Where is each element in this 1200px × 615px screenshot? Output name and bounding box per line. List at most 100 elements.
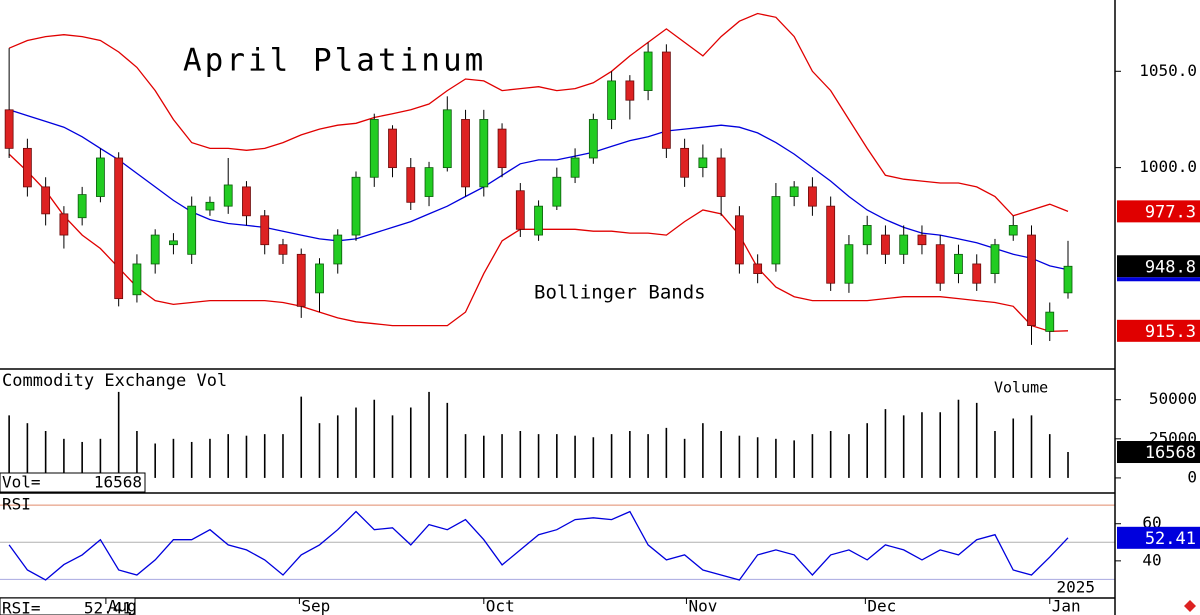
candle-body	[260, 215, 270, 246]
candle-body	[1045, 311, 1055, 332]
candle-body	[570, 157, 580, 178]
candle-body	[296, 253, 306, 307]
candle-body	[424, 167, 434, 197]
candle-body	[935, 244, 945, 284]
candle-body	[881, 234, 890, 255]
marker-icon	[1184, 600, 1196, 612]
marks	[0, 12, 1115, 581]
value-label-box	[1117, 255, 1200, 278]
value-label-box	[1117, 319, 1200, 342]
candle-body	[716, 157, 726, 197]
candle-body	[132, 263, 142, 296]
readout-label: Vol=	[2, 473, 41, 492]
candle-body	[77, 194, 87, 219]
candle-body	[1027, 234, 1036, 327]
candle-body	[607, 80, 616, 120]
x-tick-label: Sep	[301, 597, 330, 615]
x-tick-label: Nov	[688, 597, 717, 615]
readout-label: RSI=	[2, 599, 41, 615]
candle-body	[187, 205, 197, 255]
y-tick-label: 40	[1142, 550, 1161, 569]
candle-body	[333, 234, 343, 265]
candle-body	[169, 240, 178, 246]
value-label-underline	[1117, 277, 1200, 282]
candle-body	[278, 244, 288, 255]
x-tick-label: Jan	[1052, 597, 1081, 615]
readout-value: 16568	[94, 473, 142, 492]
candle-body	[808, 186, 817, 207]
candle-body	[862, 225, 872, 246]
candle-body	[22, 147, 32, 188]
x-tick-label: Oct	[486, 597, 515, 615]
candle-body	[59, 213, 69, 236]
candle-body	[406, 167, 416, 203]
annotation: Volume	[994, 379, 1048, 397]
y-tick-label: 50000	[1149, 389, 1197, 408]
candle-body	[242, 186, 251, 217]
rsi-line	[8, 510, 1069, 581]
value-label: 915.3	[1145, 322, 1196, 342]
candle-body	[369, 119, 379, 178]
candle-body	[625, 80, 635, 101]
candle-body	[789, 186, 799, 197]
candle-body	[972, 263, 982, 284]
value-label: 948.8	[1145, 257, 1196, 277]
candle-body	[990, 244, 1000, 274]
year-label: 2025	[1056, 578, 1095, 597]
chart-title: April Platinum	[183, 43, 486, 79]
y-tick-label: 0	[1187, 467, 1197, 486]
y-tick-label: 1000.0	[1139, 157, 1197, 176]
annotation: Bollinger Bands	[534, 282, 706, 304]
candle-body	[899, 234, 909, 255]
value-label: 52.41	[1145, 529, 1196, 549]
candle-body	[1008, 225, 1018, 236]
y-tick-label: 1050.0	[1139, 61, 1197, 80]
value-label-box	[1117, 441, 1200, 464]
value-label: 977.3	[1145, 202, 1196, 222]
candle-body	[315, 263, 324, 294]
candle-body	[497, 128, 507, 169]
candle-body	[643, 51, 653, 91]
candle-body	[534, 205, 543, 236]
candle-body	[41, 186, 51, 215]
candle-body	[552, 176, 562, 207]
candle-body	[1063, 265, 1073, 294]
candle-body	[4, 109, 14, 149]
value-label: 16568	[1145, 443, 1196, 463]
candle-body	[661, 51, 671, 149]
candle-body	[698, 157, 708, 169]
candle-body	[954, 253, 963, 274]
value-label-box	[1117, 526, 1200, 549]
band-upper	[8, 12, 1069, 217]
readout-box	[0, 472, 146, 493]
candle-body	[461, 119, 470, 188]
candle-body	[223, 184, 233, 207]
candle-body	[771, 196, 781, 265]
panel-title: RSI	[2, 495, 31, 514]
candle-body	[388, 128, 397, 169]
candle-body	[442, 109, 452, 169]
x-tick-label: Aug	[108, 597, 137, 615]
candle-body	[917, 234, 927, 246]
candle-body	[753, 263, 763, 274]
candle-body	[351, 176, 361, 236]
candle-body	[734, 215, 744, 265]
candle-body	[588, 119, 598, 159]
candle-body	[844, 244, 854, 284]
band-middle	[8, 109, 1069, 271]
candle-body	[114, 157, 124, 300]
value-label-box	[1117, 200, 1200, 223]
readout-value: 52.41	[84, 599, 132, 615]
candle-body	[150, 234, 160, 265]
readout-box	[0, 597, 136, 615]
candle-body	[680, 147, 690, 178]
x-tick-label: Dec	[867, 597, 896, 615]
candle-body	[205, 201, 215, 211]
candle-body	[515, 190, 525, 230]
candle-body	[96, 157, 105, 197]
candle-body	[479, 119, 489, 188]
panel-title: Commodity Exchange Vol	[2, 371, 227, 391]
